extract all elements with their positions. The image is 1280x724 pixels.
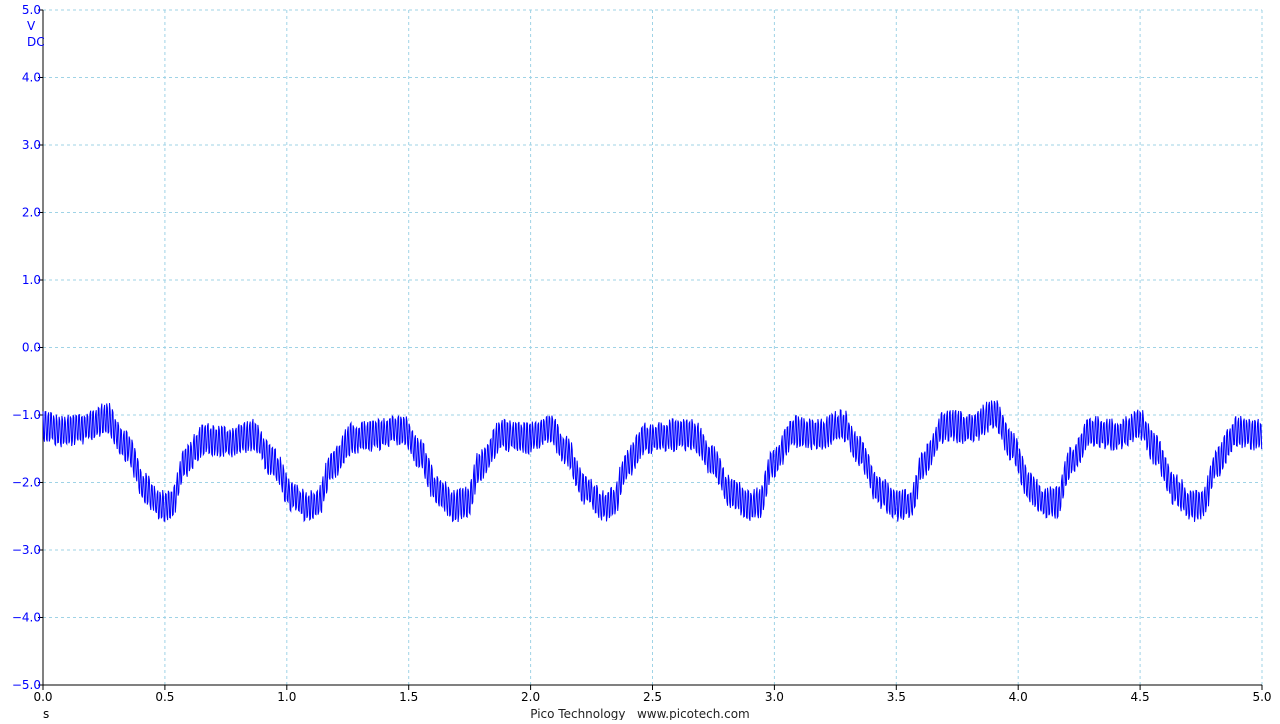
y-tick-label: 4.0 — [22, 71, 41, 85]
coupling-label: DC — [27, 35, 45, 49]
grid — [38, 9, 1263, 690]
x-tick-label: 0.5 — [155, 690, 174, 704]
x-tick-label: 3.5 — [887, 690, 906, 704]
x-tick-label: 3.0 — [765, 690, 784, 704]
x-axis-labels: 0.0 0.5 1.0 1.5 2.0 2.5 3.0 3.5 4.0 4.5 5.0 — [33, 690, 1271, 704]
x-tick-label: 2.5 — [643, 690, 662, 704]
x-tick-label: 1.5 — [399, 690, 418, 704]
footer-credit: Pico Technology www.picotech.com — [530, 707, 750, 720]
x-tick-label: 4.0 — [1009, 690, 1028, 704]
y-tick-label: −5.0 — [12, 678, 41, 692]
x-unit-label: s — [43, 707, 49, 720]
y-tick-label: 1.0 — [22, 273, 41, 287]
x-tick-label: 0.0 — [33, 690, 52, 704]
y-tick-label: 0.0 — [22, 341, 41, 355]
x-tick-label: 5.0 — [1252, 690, 1271, 704]
trace-line — [42, 400, 1263, 523]
y-tick-label: −1.0 — [12, 408, 41, 422]
trace-channel-a — [42, 400, 1263, 523]
x-tick-label: 2.0 — [521, 690, 540, 704]
y-tick-label: 3.0 — [22, 138, 41, 152]
y-tick-label: 5.0 — [22, 3, 41, 17]
y-tick-label: −4.0 — [12, 611, 41, 625]
y-axis-labels: 5.0 4.0 3.0 2.0 1.0 0.0 −1.0 −2.0 −3.0 −4.0 −5.0 — [12, 3, 41, 692]
y-tick-label: −2.0 — [12, 476, 41, 490]
x-tick-label: 1.0 — [277, 690, 296, 704]
y-unit-label: V — [27, 19, 36, 33]
y-tick-label: 2.0 — [22, 206, 41, 220]
y-tick-label: −3.0 — [12, 543, 41, 557]
x-tick-label: 4.5 — [1131, 690, 1150, 704]
